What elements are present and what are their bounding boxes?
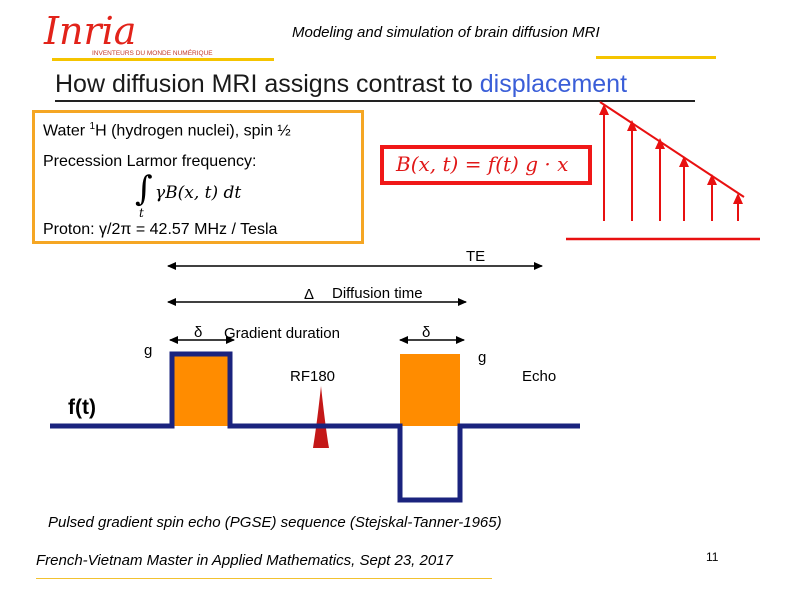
header-rule-right [596, 56, 716, 59]
inria-logo: Inria INVENTEURS DU MONDE NUMÉRIQUE [40, 8, 220, 58]
ft-waveform [50, 351, 580, 503]
ft-label: f(t) [68, 396, 96, 419]
info-line-water-a: Water [43, 122, 90, 140]
header-rule-left [52, 58, 274, 61]
logo-tagline: INVENTEURS DU MONDE NUMÉRIQUE [92, 48, 213, 57]
integral-expression: γB(x, t) dt [155, 183, 242, 203]
info-line-water: Water 1H (hydrogen nuclei), spin ½ [43, 121, 291, 140]
logo-wordmark: Inria [43, 9, 136, 53]
delta-cap-symbol: Δ [304, 286, 315, 303]
page-number: 11 [706, 550, 719, 564]
slide-title-highlight: displacement [479, 70, 628, 98]
slide-title-text: How diffusion MRI assigns contrast to [55, 70, 480, 98]
info-line-larmor: Precession Larmor frequency: [43, 153, 257, 170]
slide-title-underline [55, 100, 695, 102]
te-label: TE [466, 248, 486, 265]
footer-text: French-Vietnam Master in Applied Mathema… [36, 552, 453, 569]
info-line-water-b: H (hydrogen nuclei), spin ½ [95, 122, 291, 140]
info-line-water-sup: 1 [89, 121, 96, 132]
rf180-pulse [313, 386, 329, 448]
gradient-field-arrows [566, 101, 760, 241]
integral-subscript: t [139, 206, 144, 220]
footer-rule [36, 578, 492, 579]
integral-sign: ∫ [135, 169, 153, 209]
field-envelope [599, 101, 745, 198]
gradient-pulse-1 [172, 354, 230, 426]
g-label-left: g [144, 342, 153, 359]
sequence-caption: Pulsed gradient spin echo (PGSE) sequenc… [48, 514, 502, 531]
field-equation: B(x, t) = f(t) g · x [396, 152, 569, 176]
diffusion-time-label: Diffusion time [332, 285, 423, 302]
gradient-pulse-2 [400, 354, 460, 426]
spin-info-box: Water 1H (hydrogen nuclei), spin ½ Prece… [32, 110, 364, 244]
g-label-right: g [478, 349, 487, 366]
echo-label: Echo [522, 368, 557, 385]
delta-small-symbol: δ [194, 324, 203, 341]
slide-title: How diffusion MRI assigns contrast to di… [55, 70, 627, 99]
rf180-label: RF180 [290, 368, 336, 385]
info-line-proton: Proton: γ/2π = 42.57 MHz / Tesla [43, 221, 278, 238]
delta-small-symbol-2: δ [422, 324, 431, 341]
field-equation-box: B(x, t) = f(t) g · x [380, 145, 592, 185]
header-title: Modeling and simulation of brain diffusi… [292, 24, 600, 41]
gradient-duration-label: Gradient duration [224, 325, 340, 342]
